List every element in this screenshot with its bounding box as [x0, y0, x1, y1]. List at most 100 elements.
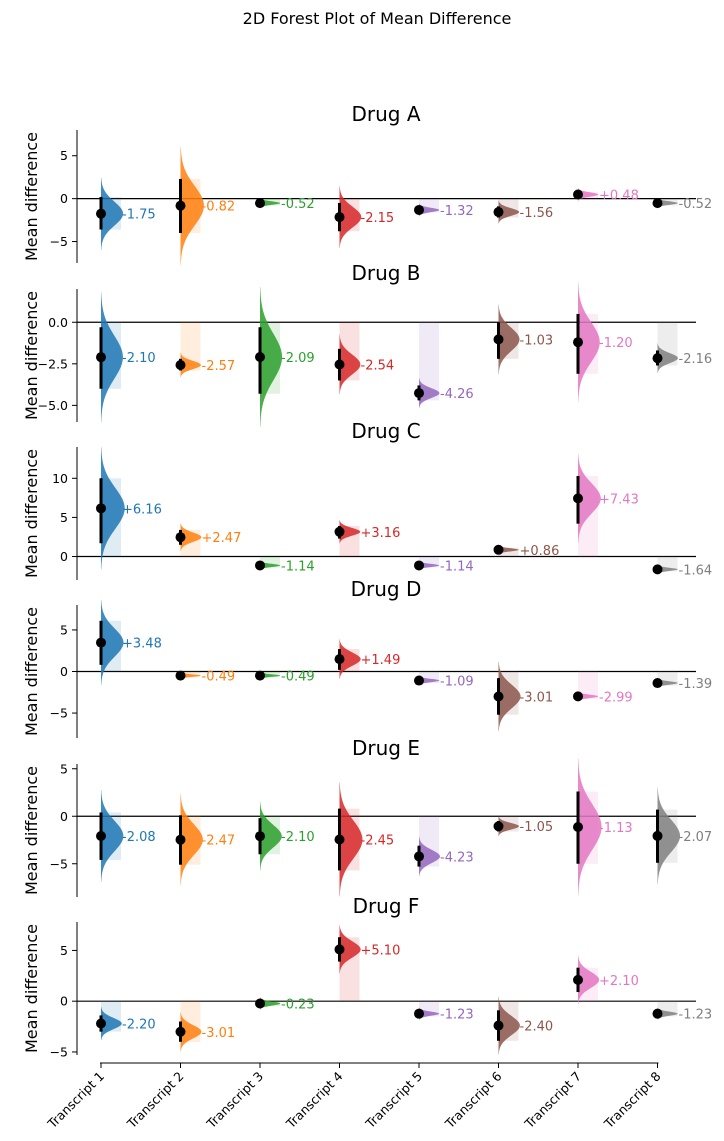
x-tick-label: Transcript 2	[123, 1069, 186, 1132]
density-half-violin	[657, 1007, 678, 1020]
bootstrap-band	[498, 547, 519, 557]
density-half-violin	[101, 447, 125, 570]
density-half-violin	[498, 304, 520, 375]
value-label: -3.01	[202, 1026, 236, 1041]
density-half-violin	[180, 1011, 202, 1052]
value-label: +0.48	[599, 189, 639, 204]
density-half-violin	[498, 545, 519, 555]
y-tick-label: 5	[60, 761, 68, 776]
mean-point	[652, 564, 663, 575]
density-half-violin	[339, 782, 363, 897]
value-label: -2.54	[361, 358, 395, 373]
mean-point	[573, 821, 583, 832]
density-half-violin	[498, 996, 520, 1055]
x-tick-label: Transcript 6	[441, 1068, 504, 1131]
y-tick-label: −5	[50, 234, 68, 249]
panel-4: Drug E Mean difference −5 0 5 -2.08 -2.47 -2.10…	[22, 736, 712, 897]
value-label: -1.09	[440, 675, 474, 690]
mean-point	[414, 675, 424, 686]
density-half-violin	[101, 292, 123, 422]
mean-point	[175, 200, 186, 211]
x-tick-label: Transcript 7	[521, 1069, 584, 1132]
mean-point	[96, 1018, 106, 1029]
density-half-violin	[657, 197, 678, 209]
value-label: +1.49	[361, 653, 401, 668]
density-half-violin	[260, 997, 281, 1010]
panel-title: Drug A	[351, 102, 420, 126]
value-label: -1.32	[440, 204, 474, 219]
panel-3: Drug D Mean difference −5 0 5 +3.48 -0.49 -0.49…	[22, 577, 712, 738]
mean-point	[175, 532, 186, 543]
y-tick-label: 0.0	[48, 315, 68, 330]
value-label: +2.47	[202, 531, 242, 546]
mean-point	[573, 189, 583, 200]
mean-point	[255, 998, 265, 1009]
bootstrap-band	[260, 556, 280, 568]
mean-point	[334, 526, 345, 537]
value-label: -1.14	[281, 559, 315, 574]
value-label: -0.49	[202, 670, 236, 685]
value-label: -2.47	[202, 834, 236, 849]
density-half-violin	[101, 177, 124, 250]
mean-point	[493, 207, 504, 218]
mean-point	[493, 821, 504, 832]
density-half-violin	[578, 758, 602, 896]
panel-title: Drug E	[352, 736, 420, 760]
density-half-violin	[180, 352, 201, 378]
mean-point	[493, 691, 504, 702]
panel-1: Drug B Mean difference−5.0 −2.5 0.0 -2.10 -2.…	[22, 261, 712, 427]
value-label: +3.16	[361, 526, 401, 541]
density-half-violin	[657, 787, 681, 885]
density-half-violin	[419, 675, 440, 686]
y-tick-label: 0	[60, 191, 68, 206]
y-axis-label: Mean difference	[22, 291, 41, 420]
value-label: +5.10	[361, 943, 401, 958]
value-label: -1.64	[679, 563, 713, 578]
mean-point	[175, 670, 186, 681]
value-label: -1.23	[679, 1008, 713, 1023]
y-tick-label: 5	[60, 943, 68, 958]
mean-point	[652, 353, 663, 364]
value-label: +2.10	[599, 974, 639, 989]
mean-point	[334, 834, 345, 845]
density-half-violin	[498, 816, 520, 837]
mean-point	[255, 670, 265, 681]
x-tick-label: Transcript 5	[362, 1069, 425, 1132]
value-label: +7.43	[599, 492, 639, 507]
mean-point	[414, 851, 424, 862]
density-half-violin	[260, 287, 283, 427]
y-tick-label: 5	[60, 510, 68, 525]
mean-point	[493, 544, 504, 555]
density-half-violin	[260, 802, 282, 871]
x-axis: Transcript 1 Transcript 2 Transcript 3 Tran…	[44, 1062, 664, 1132]
density-half-violin	[101, 790, 124, 882]
value-label: -1.56	[520, 206, 554, 221]
panel-2: Drug C Mean difference 0 5 10 +6.16 +2.47 -1.14…	[22, 419, 712, 580]
value-label: -2.45	[361, 834, 395, 849]
mean-point	[96, 208, 106, 219]
value-label: -0.52	[679, 197, 713, 212]
density-half-violin	[578, 282, 600, 403]
density-half-violin	[578, 955, 600, 1005]
value-label: +6.16	[122, 502, 162, 517]
density-half-violin	[578, 188, 599, 201]
density-half-violin	[578, 691, 599, 702]
y-tick-label: 10	[52, 471, 68, 486]
value-label: -0.52	[281, 197, 315, 212]
density-half-violin	[101, 600, 124, 685]
mean-point	[573, 337, 583, 348]
y-axis-label: Mean difference	[22, 766, 41, 895]
density-half-violin	[180, 794, 203, 886]
y-tick-label: −5	[50, 856, 68, 871]
mean-point	[414, 388, 424, 399]
density-half-violin	[180, 523, 202, 552]
mean-point	[573, 974, 583, 985]
density-half-violin	[419, 836, 441, 877]
value-label: -2.08	[122, 830, 156, 845]
value-label: -2.20	[122, 1018, 156, 1033]
mean-point	[334, 212, 345, 223]
value-label: -2.16	[679, 352, 713, 367]
density-half-violin	[578, 453, 601, 543]
mean-point	[414, 1008, 424, 1019]
mean-point	[175, 1026, 186, 1037]
